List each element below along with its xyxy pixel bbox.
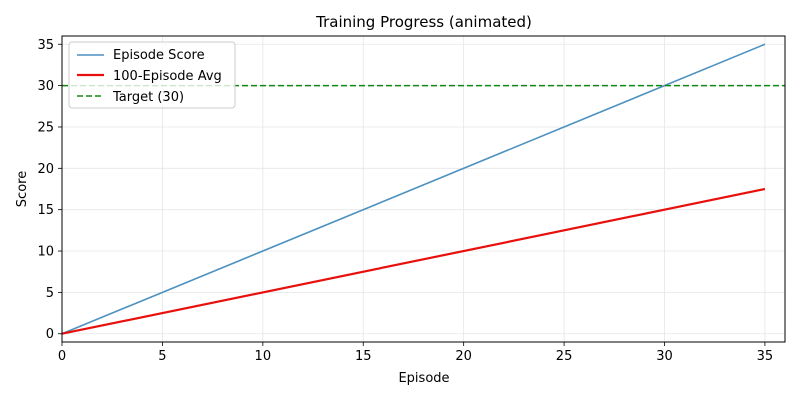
- y-tick-label: 30: [37, 79, 54, 94]
- legend-label-100-episode-avg: 100-Episode Avg: [113, 69, 222, 84]
- y-axis-ticks: 0 5 10 15 20 25 30 35: [37, 38, 62, 342]
- x-axis-ticks: 0 5 10 15 20 25 30 35: [58, 342, 773, 364]
- x-tick-label: 25: [556, 349, 573, 364]
- x-axis-label: Episode: [398, 371, 449, 386]
- x-tick-label: 30: [656, 349, 673, 364]
- x-tick-label: 0: [58, 349, 66, 364]
- x-tick-label: 15: [355, 349, 372, 364]
- series-line-episode-score: [61, 43, 766, 335]
- legend-label-target: Target (30): [112, 90, 184, 105]
- y-axis-label: Score: [15, 171, 30, 207]
- legend-label-episode-score: Episode Score: [113, 48, 205, 63]
- y-tick-label: 35: [37, 38, 54, 53]
- series-line-100-episode-avg: [61, 187, 766, 335]
- y-tick-label: 5: [46, 286, 54, 301]
- y-tick-label: 20: [37, 162, 54, 177]
- x-tick-label: 20: [455, 349, 472, 364]
- y-tick-label: 10: [37, 245, 54, 260]
- legend-box: [68, 41, 236, 109]
- x-tick-label: 10: [255, 349, 272, 364]
- x-tick-label: 35: [757, 349, 774, 364]
- y-tick-label: 25: [37, 120, 54, 135]
- chart-title: Training Progress (animated): [315, 13, 532, 31]
- legend: Episode Score 100-Episode Avg Target (30…: [68, 41, 236, 109]
- y-tick-label: 15: [37, 203, 54, 218]
- plot-frame: [61, 35, 786, 343]
- x-tick-label: 5: [158, 349, 166, 364]
- grid: [61, 36, 785, 342]
- y-tick-label: 0: [46, 327, 54, 342]
